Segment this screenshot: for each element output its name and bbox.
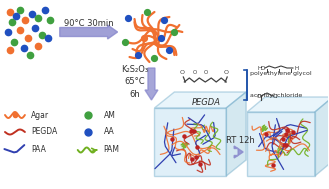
Polygon shape bbox=[247, 112, 315, 176]
FancyArrow shape bbox=[145, 68, 158, 100]
Text: PAA: PAA bbox=[31, 146, 46, 154]
FancyArrow shape bbox=[234, 146, 243, 158]
Text: H: H bbox=[295, 66, 299, 70]
Text: polyethylene glycol: polyethylene glycol bbox=[250, 71, 312, 77]
Text: 90°C 30min: 90°C 30min bbox=[64, 19, 114, 29]
Text: PAM: PAM bbox=[104, 146, 120, 154]
Text: O: O bbox=[193, 70, 197, 75]
Text: acryloyl chloride: acryloyl chloride bbox=[250, 94, 302, 98]
Text: O: O bbox=[224, 70, 229, 75]
Text: RT 12h: RT 12h bbox=[226, 136, 255, 145]
Polygon shape bbox=[154, 108, 226, 176]
Polygon shape bbox=[247, 97, 329, 112]
FancyArrow shape bbox=[60, 25, 117, 39]
Text: PEGDA: PEGDA bbox=[192, 98, 221, 107]
Polygon shape bbox=[226, 92, 246, 176]
Text: Cl: Cl bbox=[273, 94, 278, 98]
Text: O: O bbox=[180, 70, 185, 75]
Text: AA: AA bbox=[104, 128, 114, 136]
Text: K₂S₂O₃
65°C
6h: K₂S₂O₃ 65°C 6h bbox=[121, 65, 148, 99]
Text: PEGDA: PEGDA bbox=[31, 128, 57, 136]
Text: HO: HO bbox=[257, 66, 266, 70]
Polygon shape bbox=[154, 92, 246, 108]
Text: Agar: Agar bbox=[31, 111, 49, 119]
Text: O: O bbox=[257, 94, 261, 98]
Text: O: O bbox=[204, 70, 208, 75]
Polygon shape bbox=[315, 97, 329, 176]
Text: AM: AM bbox=[104, 111, 115, 119]
